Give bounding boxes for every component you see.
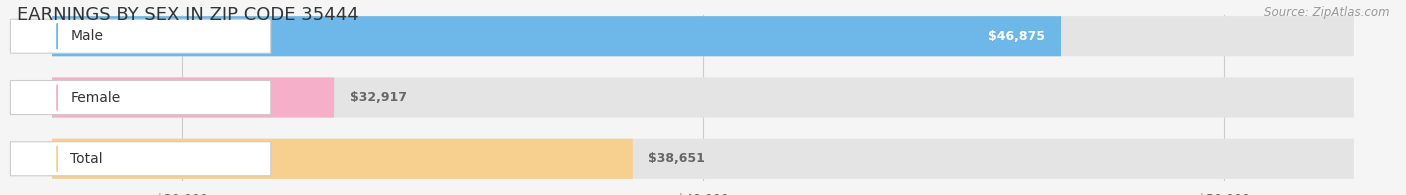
FancyBboxPatch shape bbox=[10, 19, 271, 53]
Text: Female: Female bbox=[70, 90, 121, 105]
FancyBboxPatch shape bbox=[52, 16, 1354, 56]
FancyBboxPatch shape bbox=[52, 77, 335, 118]
FancyBboxPatch shape bbox=[10, 142, 271, 176]
Text: Total: Total bbox=[70, 152, 103, 166]
FancyBboxPatch shape bbox=[52, 139, 1354, 179]
Text: $30,000: $30,000 bbox=[156, 193, 208, 195]
FancyBboxPatch shape bbox=[10, 81, 271, 114]
Text: Male: Male bbox=[70, 29, 103, 43]
Text: $46,875: $46,875 bbox=[988, 30, 1046, 43]
Text: $40,000: $40,000 bbox=[678, 193, 728, 195]
FancyBboxPatch shape bbox=[52, 139, 633, 179]
Text: $32,917: $32,917 bbox=[350, 91, 406, 104]
Text: $38,651: $38,651 bbox=[648, 152, 706, 165]
Text: Source: ZipAtlas.com: Source: ZipAtlas.com bbox=[1264, 6, 1389, 19]
FancyBboxPatch shape bbox=[52, 16, 1062, 56]
Text: $50,000: $50,000 bbox=[1198, 193, 1250, 195]
Text: EARNINGS BY SEX IN ZIP CODE 35444: EARNINGS BY SEX IN ZIP CODE 35444 bbox=[17, 6, 359, 24]
FancyBboxPatch shape bbox=[52, 77, 1354, 118]
